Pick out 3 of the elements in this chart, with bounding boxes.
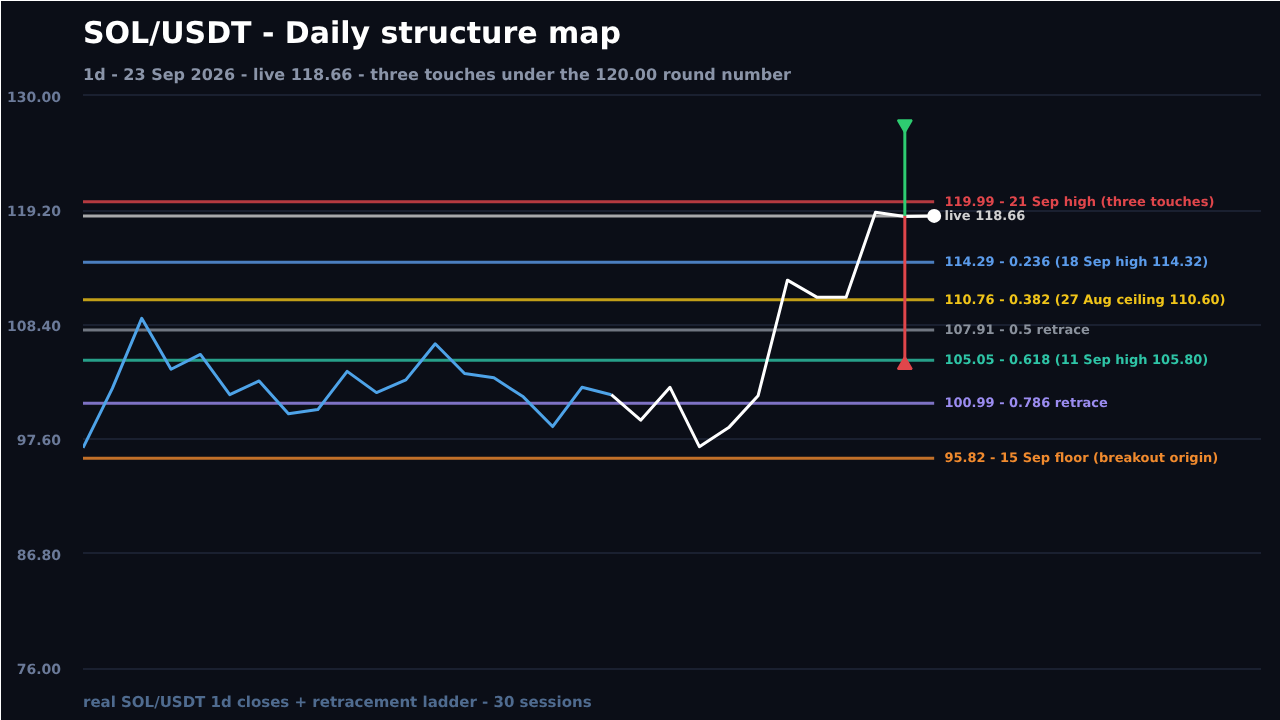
- chart-subtitle: 1d - 23 Sep 2026 - live 118.66 - three touches under the 120.00 round number: [83, 66, 792, 84]
- chart-title: SOL/USDT - Daily structure map: [83, 15, 622, 51]
- line-series: [83, 316, 613, 450]
